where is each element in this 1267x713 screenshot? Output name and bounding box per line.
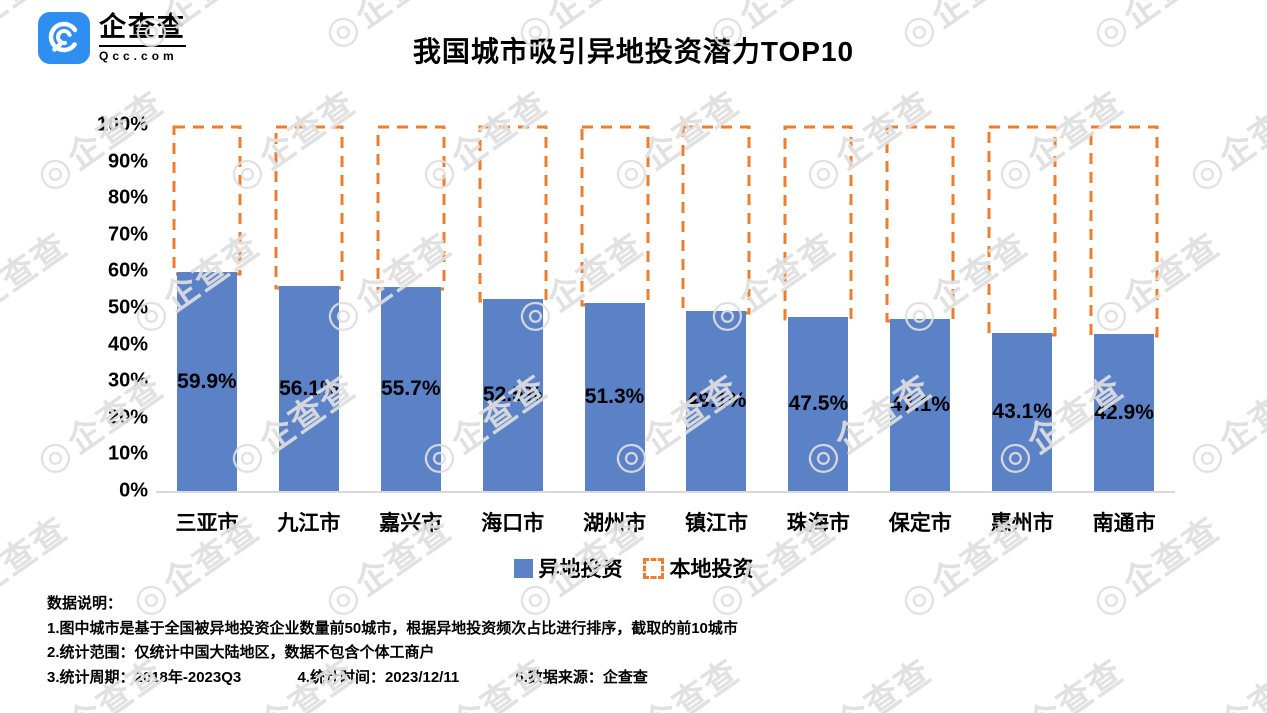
offsite-investment-bar [176,272,237,491]
plot-area: 59.9% 56.1% 55.7% 52.5% 51.3% 49.1% 47.5% 47.1%… [156,125,1175,493]
bar-value-label: 47.5% [788,392,849,415]
y-tick-0: 0% [119,479,148,502]
bar-value-label: 51.3% [584,385,645,408]
local-investment-dashed-box [987,125,1057,337]
y-tick-60: 60% [107,259,148,282]
note-stat-time: 4.统计时间：2023/12/11 [297,668,460,686]
y-axis: 100% 90% 80% 70% 60% 50% 40% 30% 20% 10% 0% [60,114,156,502]
local-investment-dashed-box [681,125,751,315]
y-tick-40: 40% [107,333,148,356]
y-tick-90: 90% [107,150,148,173]
local-investment-dashed-box [580,125,650,307]
offsite-investment-bar [482,299,543,491]
note-line-2: 2.统计范围：仅统计中国大陆地区，数据不包含个体工商户 [47,644,435,662]
bar-column-9: 43.1% [971,125,1073,491]
watermark-qcc-icon: ◎ [1180,144,1234,200]
bar-value-label: 52.5% [482,383,543,406]
bar-column-3: 55.7% [360,125,462,491]
qcc-logo-icon [38,12,90,64]
local-investment-dashed-box [478,125,548,303]
bar-value-label: 59.9% [177,369,237,393]
local-investment-dashed-box [376,125,446,291]
bar-value-label: 42.9% [1094,400,1154,424]
notes-heading: 数据说明： [47,595,123,612]
y-tick-20: 20% [107,406,148,429]
watermark: ◎企查查 [1180,84,1267,200]
x-label-6: 镇江市 [684,512,748,535]
watermark: ◎企查查 [985,645,1132,713]
bar-column-6: 49.1% [666,125,768,491]
x-label-2: 九江市 [277,512,341,535]
local-investment-dashed-box [783,125,853,321]
y-tick-80: 80% [107,186,148,209]
legend-swatch-local-investment [642,557,664,579]
x-axis-labels: 三亚市 九江市 嘉兴市 海口市 湖州市 镇江市 珠海市 保定市 惠州市 南通市 [156,507,1175,537]
watermark: ◎企查查 [1177,645,1267,713]
y-tick-100: 100% [96,113,148,136]
y-tick-70: 70% [107,223,148,246]
local-investment-dashed-box [172,125,242,276]
note-line-3: 3.统计周期：2018年-2023Q3 4.统计时间：2023/12/11 5.… [47,666,738,691]
bar-column-10: 42.9% [1073,125,1175,491]
bar-value-label: 56.1% [279,376,339,400]
qcc-logo-text: 企查查 Qcc.com [99,14,186,62]
bar-chart: 100% 90% 80% 70% 60% 50% 40% 30% 20% 10% 0% 59.9% 5… [60,114,1175,537]
x-label-10: 南通市 [1092,512,1156,535]
offsite-investment-bar [380,287,441,491]
bar-column-8: 47.1% [869,125,971,491]
watermark-qcc-icon: ◎ [1180,428,1234,484]
data-notes: 数据说明： 1.图中城市是基于全国被异地投资企业数量前50城市，根据异地投资频次… [47,592,738,690]
note-data-source: 5.数据来源：企查查 [515,668,648,686]
offsite-investment-bar [992,333,1053,491]
bar-column-1: 59.9% [156,125,258,491]
bar-column-2: 56.1% [258,125,360,491]
y-tick-10: 10% [107,442,148,465]
offsite-investment-bar [686,311,747,491]
x-label-9: 惠州市 [990,512,1054,535]
bar-column-4: 52.5% [462,125,564,491]
y-tick-50: 50% [107,296,148,319]
x-label-5: 湖州市 [583,512,647,535]
y-tick-30: 30% [107,369,148,392]
x-label-7: 珠海市 [786,512,850,535]
note-line-1: 1.图中城市是基于全国被异地投资企业数量前50城市，根据异地投资频次占比进行排序… [47,619,738,637]
qcc-logo: 企查查 Qcc.com [38,12,186,64]
x-label-3: 嘉兴市 [379,512,443,535]
bar-column-7: 47.5% [767,125,869,491]
x-label-4: 海口市 [481,512,545,535]
offsite-investment-bar [584,303,645,491]
brand-name: 企查查 [99,12,186,42]
offsite-investment-bar [890,319,951,491]
local-investment-dashed-box [274,125,344,290]
legend-swatch-offsite-investment [513,558,533,578]
x-label-1: 三亚市 [175,512,239,535]
plot-wrap: 59.9% 56.1% 55.7% 52.5% 51.3% 49.1% 47.5% 47.1%… [156,125,1175,537]
watermark: ◎企查查 [1180,368,1267,484]
bar-value-label: 49.1% [686,389,747,412]
local-investment-dashed-box [1089,125,1159,338]
legend-label-local-investment: 本地投资 [669,558,754,581]
legend: 异地投资 本地投资 [0,553,1267,583]
local-investment-dashed-box [885,125,955,323]
note-stat-period: 3.统计周期：2018年-2023Q3 [47,668,242,686]
bar-value-label: 43.1% [992,400,1052,423]
bar-value-label: 47.1% [890,393,951,416]
bar-column-5: 51.3% [564,125,666,491]
offsite-investment-bar [278,286,339,491]
offsite-investment-bar [1094,334,1155,491]
chart-title: 我国城市吸引异地投资潜力TOP10 [412,36,855,67]
x-label-8: 保定市 [888,512,952,535]
watermark: ◎企查查 [793,645,940,713]
legend-label-offsite-investment: 异地投资 [538,558,623,581]
brand-domain: Qcc.com [99,45,186,62]
offsite-investment-bar [788,317,849,491]
bar-value-label: 55.7% [380,377,441,400]
